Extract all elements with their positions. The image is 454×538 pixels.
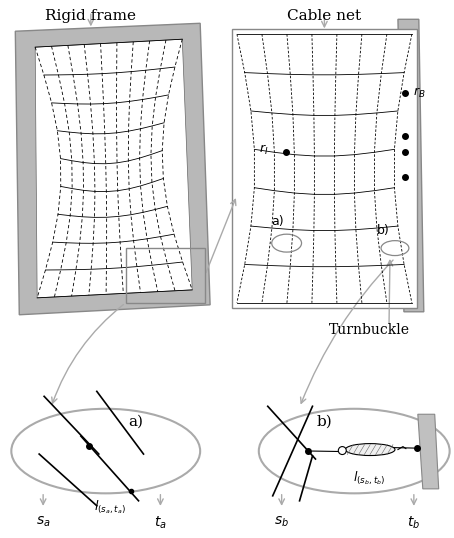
Text: Turnbuckle: Turnbuckle (329, 323, 410, 337)
Polygon shape (35, 39, 192, 298)
Ellipse shape (345, 444, 395, 456)
Text: Cable net: Cable net (287, 9, 361, 23)
Ellipse shape (11, 409, 200, 493)
Bar (232, 29, 417, 308)
Text: Rigid frame: Rigid frame (45, 9, 136, 23)
Text: $s_b$: $s_b$ (274, 515, 289, 529)
Text: $t_a$: $t_a$ (154, 515, 167, 531)
Text: $l_{(s_b,t_b)}$: $l_{(s_b,t_b)}$ (353, 469, 385, 486)
Text: $r_B$: $r_B$ (413, 86, 426, 101)
Bar (126, 248, 205, 303)
Text: $r_I$: $r_I$ (258, 143, 268, 158)
Text: $t_b$: $t_b$ (407, 515, 420, 531)
Ellipse shape (259, 409, 449, 493)
Text: $s_a$: $s_a$ (36, 515, 50, 529)
Polygon shape (15, 23, 210, 315)
Text: a): a) (128, 414, 143, 428)
Polygon shape (418, 414, 439, 489)
Text: $l_{(s_a,t_a)}$: $l_{(s_a,t_a)}$ (94, 499, 126, 516)
Text: b): b) (316, 414, 332, 428)
Polygon shape (398, 19, 424, 312)
Circle shape (338, 447, 346, 455)
Text: a): a) (272, 215, 284, 228)
Text: b): b) (377, 224, 390, 237)
